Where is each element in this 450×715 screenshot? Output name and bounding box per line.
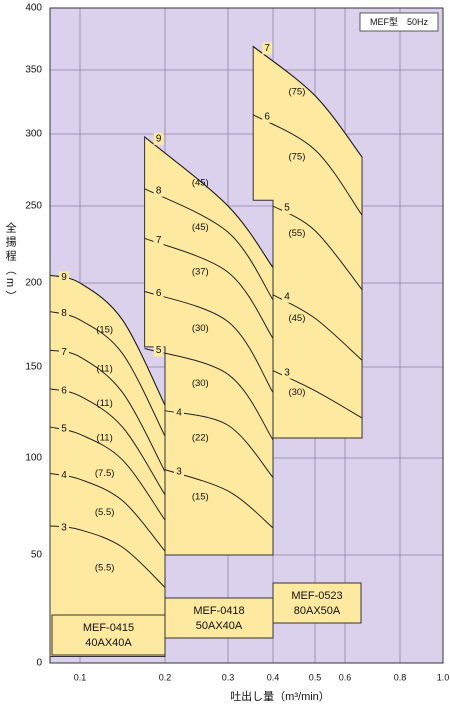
curve-label-bg: [262, 42, 273, 55]
y-tick-label: 250: [25, 201, 42, 212]
impeller-stages: 9: [61, 272, 67, 283]
motor-power: (45): [192, 222, 209, 233]
motor-power: (11): [97, 432, 113, 443]
motor-power: (55): [288, 228, 305, 239]
motor-power: (45): [192, 177, 209, 188]
curve-label-bg: [59, 346, 69, 359]
head-curve: [144, 237, 274, 339]
y-tick-label: 350: [25, 65, 42, 76]
x-tick-label: 0.1: [74, 672, 87, 682]
head-curve: [144, 348, 274, 441]
curve-label-bg: [282, 366, 292, 379]
x-tick-label: 0.2: [159, 672, 172, 682]
curve-label-bg: [262, 110, 273, 123]
y-tick-label: 300: [25, 129, 42, 140]
impeller-stages: 5: [284, 203, 290, 214]
motor-power: (15): [96, 325, 113, 336]
y-tick-label: 150: [25, 362, 42, 373]
curve-label-bg: [174, 465, 184, 478]
model-name: MEF-0418: [193, 605, 244, 617]
model-size: 50AX40A: [196, 620, 243, 632]
y-axis-label: 全揚程（m）: [4, 221, 17, 304]
y-tick-label: 100: [25, 453, 42, 464]
impeller-stages: 3: [61, 523, 67, 534]
impeller-stages: 8: [61, 308, 67, 319]
curve-label-bg: [59, 469, 69, 482]
curve-label-bg: [59, 271, 69, 284]
y-tick-label: 400: [25, 3, 42, 14]
model-box: [272, 582, 362, 624]
model-size: 80AX50A: [294, 605, 341, 617]
motor-power: (5.5): [95, 507, 115, 518]
model-name: MEF-0523: [291, 590, 342, 602]
model-size: 40AX40A: [85, 637, 132, 649]
motor-power: (30): [288, 387, 305, 398]
impeller-stages: 9: [156, 134, 162, 145]
impeller-stages: 8: [156, 185, 162, 196]
motor-power: (45): [288, 313, 305, 324]
x-tick-label: 0.6: [339, 672, 352, 682]
impeller-stages: 4: [61, 470, 67, 481]
curve-label-bg: [282, 290, 292, 303]
motor-power: (11): [97, 363, 113, 374]
plot-frame: [49, 7, 444, 664]
head-curve: [144, 290, 274, 393]
head-curve: [252, 46, 363, 158]
impeller-stages: 6: [61, 385, 67, 396]
x-tick-label: 0.8: [394, 672, 407, 682]
curve-label-bg: [59, 307, 69, 320]
impeller-stages: 5: [61, 424, 67, 435]
motor-power: (22): [192, 432, 209, 443]
curve-label-bg: [59, 521, 69, 534]
motor-power: (30): [192, 378, 209, 389]
impeller-stages: 6: [156, 288, 162, 299]
impeller-stages: 4: [176, 407, 182, 418]
motor-power: (75): [288, 86, 305, 97]
x-axis-label: 吐出し量（m³/min）: [230, 689, 330, 703]
motor-power: (11): [97, 398, 113, 409]
curve-label-bg: [174, 406, 184, 419]
motor-power: (37): [192, 267, 209, 278]
curve-label-bg: [153, 184, 164, 197]
x-tick-label: 0.3: [222, 672, 235, 682]
note: MEF型 50Hz: [370, 17, 429, 27]
curve-label-bg: [153, 344, 164, 357]
impeller-stages: 7: [61, 347, 67, 358]
y-tick-label: 200: [25, 278, 42, 289]
motor-power: (30): [192, 323, 209, 334]
model-box: [164, 597, 274, 639]
regions: 9 8 7 6 5 4 3 (15) (11) (11) (11) (7.5) (5.5) (5.5) ME…: [49, 42, 363, 658]
impeller-stages: 7: [156, 235, 162, 246]
x-tick-label: 0.5: [309, 672, 322, 682]
note-box: [359, 12, 439, 32]
motor-power: (7.5): [95, 468, 115, 479]
head-curve: [144, 188, 274, 301]
curve-label-bg: [282, 202, 292, 214]
curve-label-bg: [59, 384, 69, 397]
motor-power: (15): [192, 491, 209, 502]
model-box: [51, 614, 166, 656]
model-name: MEF-0415: [83, 622, 134, 634]
motor-power: (75): [288, 152, 305, 163]
impeller-stages: 5: [156, 345, 162, 356]
impeller-stages: 3: [284, 367, 290, 378]
impeller-stages: 7: [264, 43, 270, 54]
curve-label-bg: [59, 423, 69, 436]
motor-power: (5.5): [95, 562, 115, 573]
impeller-stages: 3: [176, 466, 182, 477]
y-tick-label: 0: [36, 658, 42, 669]
impeller-stages: 6: [264, 111, 270, 122]
x-tick-label: 0.4: [267, 672, 280, 682]
curve-label-bg: [153, 287, 164, 300]
curve-label-bg: [153, 132, 164, 145]
head-curve: [144, 136, 274, 268]
x-tick-label: 1.0: [437, 672, 450, 682]
impeller-stages: 4: [284, 291, 290, 302]
y-tick-label: 50: [31, 550, 43, 561]
curve-label-bg: [153, 234, 164, 247]
